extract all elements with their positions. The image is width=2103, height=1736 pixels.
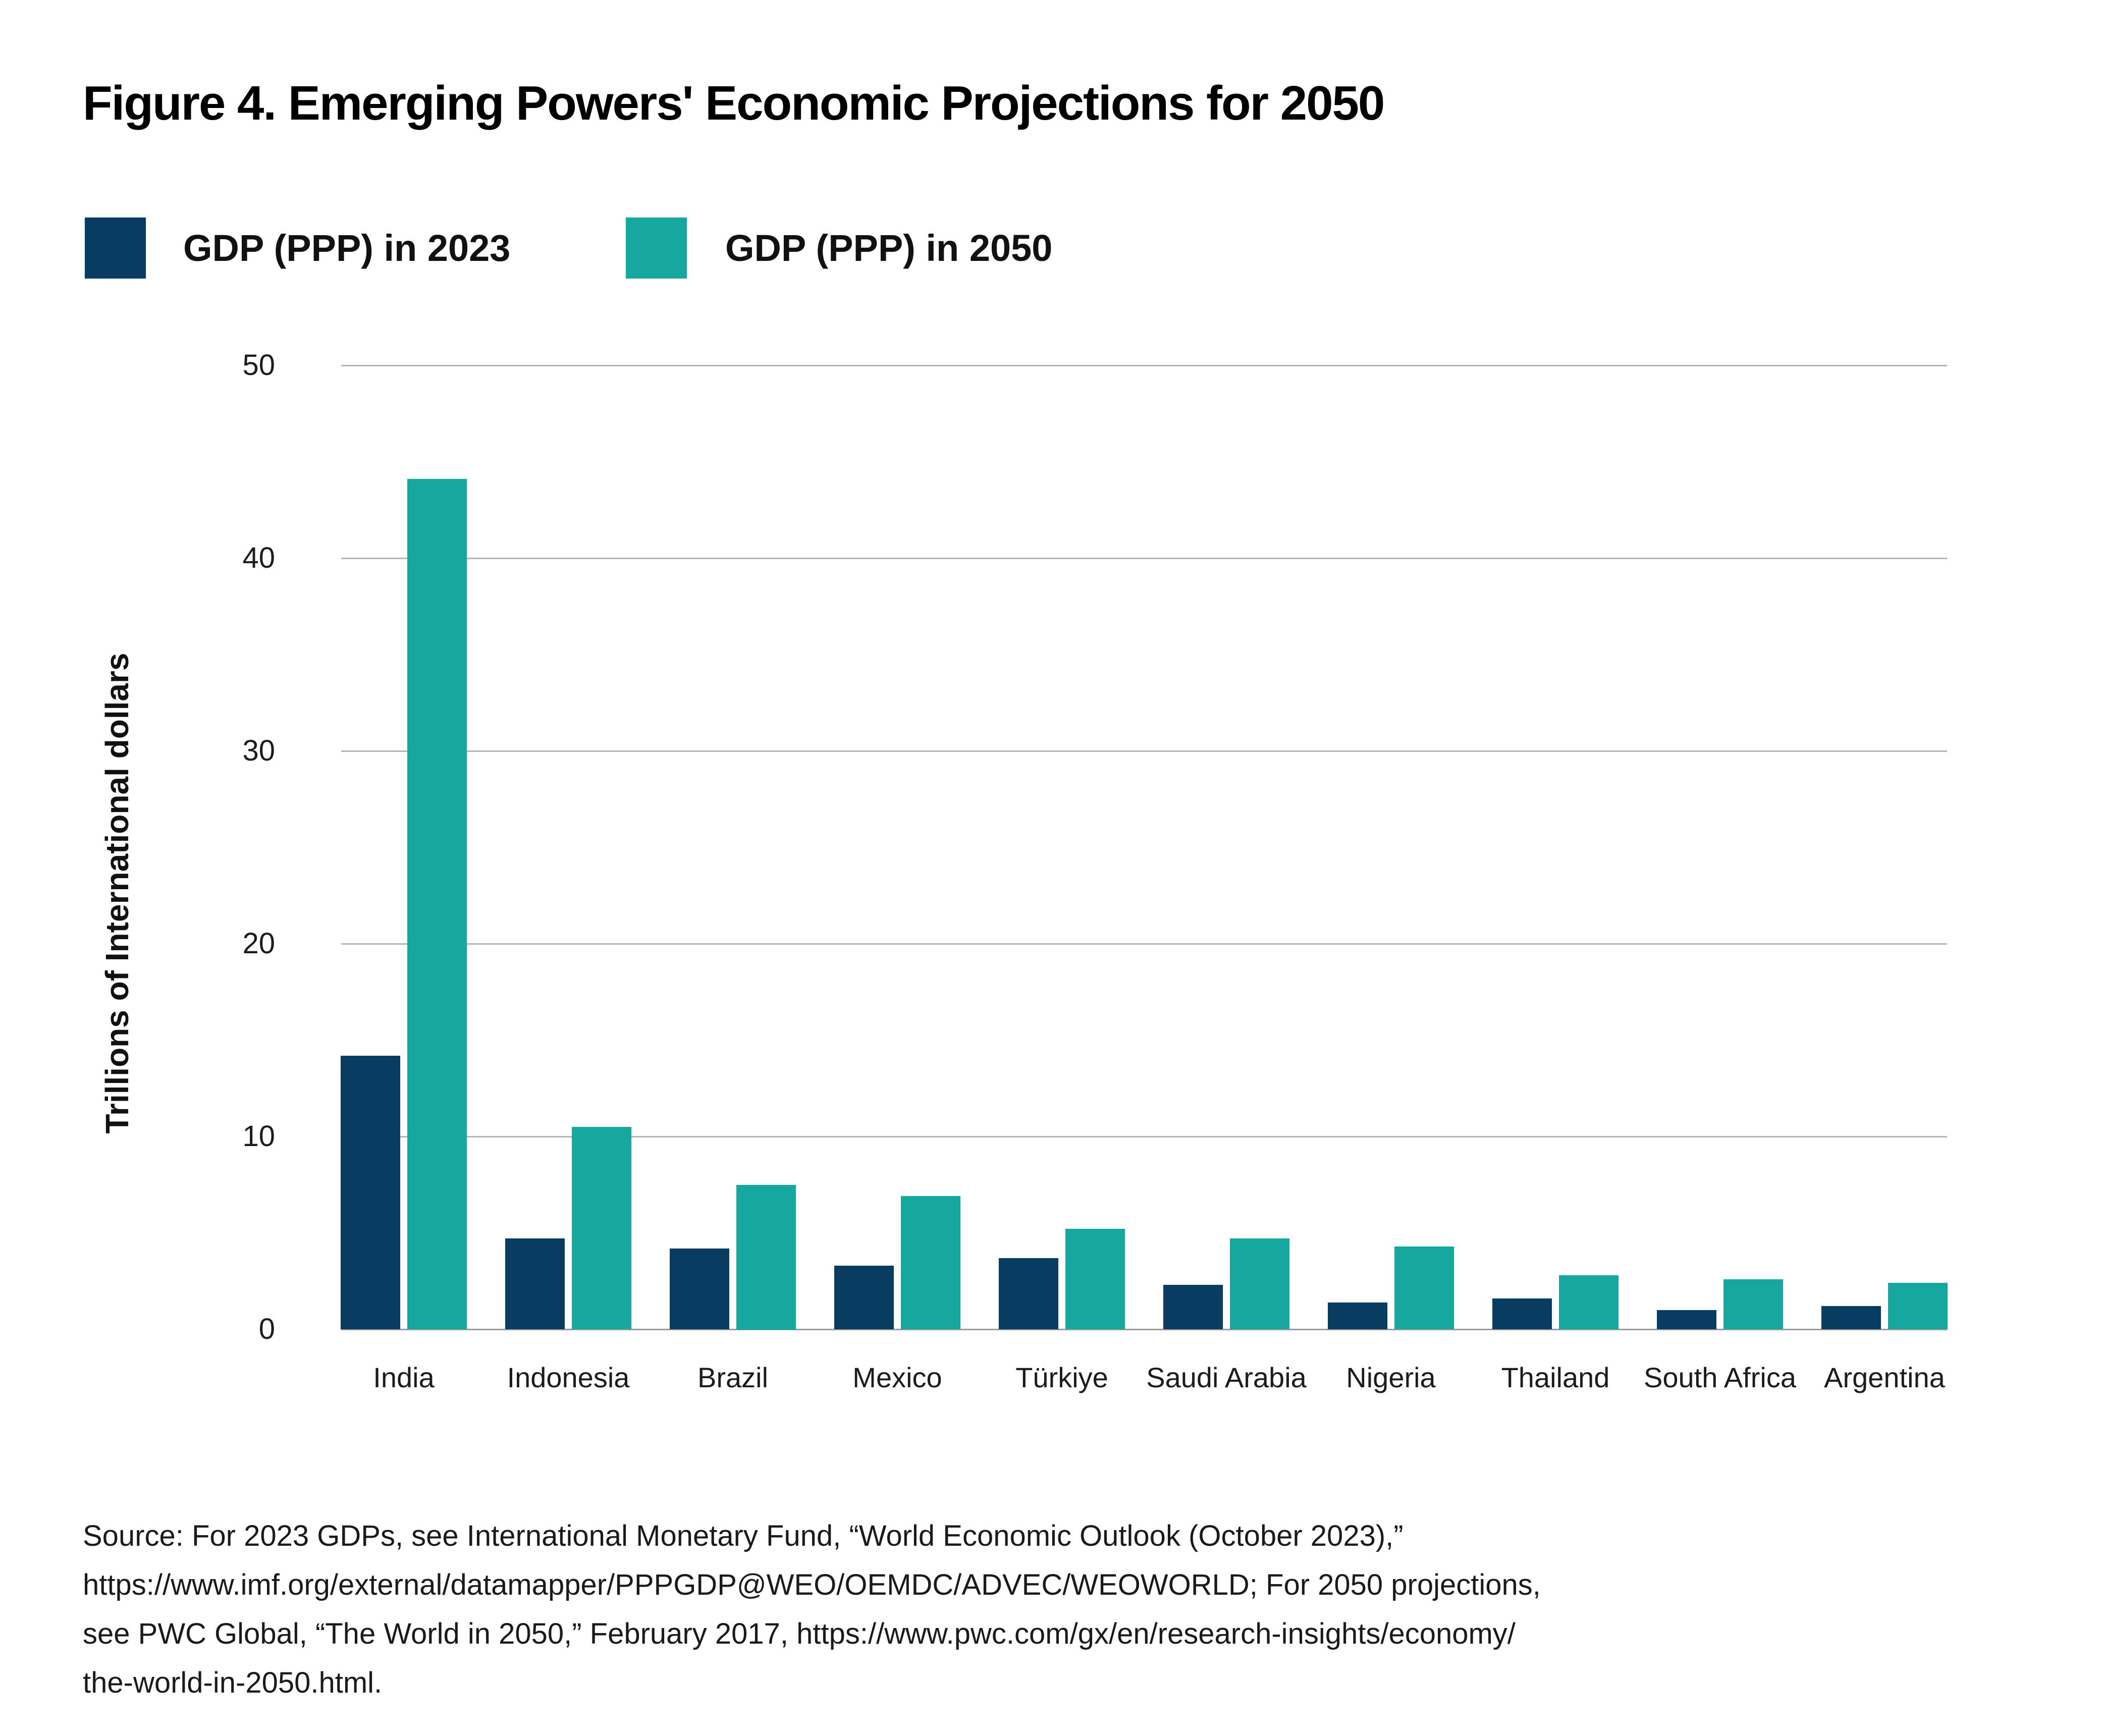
x-category-label: Türkiye — [1015, 1362, 1108, 1393]
legend-swatch-2023 — [85, 218, 146, 279]
x-category-label: Thailand — [1501, 1362, 1610, 1393]
bar-2050-thailand — [1559, 1275, 1619, 1329]
legend-label-2050: GDP (PPP) in 2050 — [725, 227, 1053, 269]
bar-2023-saudi-arabia — [1163, 1285, 1223, 1329]
bar-2023-thailand — [1492, 1298, 1552, 1329]
source-line: the-world-in-2050.html. — [83, 1666, 383, 1699]
x-category-label: Mexico — [852, 1362, 942, 1393]
source-note: Source: For 2023 GDPs, see International… — [83, 1511, 1541, 1707]
grid-line — [341, 1136, 1947, 1137]
bar-2023-indonesia — [505, 1238, 565, 1329]
bar-2023-türkiye — [999, 1258, 1058, 1329]
x-category-label: Argentina — [1824, 1362, 1945, 1393]
x-category-label: Brazil — [697, 1362, 769, 1393]
y-tick-label: 20 — [242, 927, 275, 960]
grid-line — [341, 365, 1947, 366]
x-category-label: Saudi Arabia — [1146, 1362, 1307, 1393]
bar-2023-south-africa — [1657, 1310, 1716, 1329]
y-tick-label: 40 — [242, 541, 275, 574]
bar-2023-india — [341, 1056, 400, 1329]
figure-title: Figure 4. Emerging Powers' Economic Proj… — [83, 76, 1385, 130]
bar-2050-mexico — [901, 1196, 960, 1329]
bar-2050-nigeria — [1394, 1246, 1454, 1329]
grid-line — [341, 558, 1947, 559]
bar-2050-india — [407, 479, 467, 1329]
x-category-label: Indonesia — [507, 1362, 630, 1393]
legend-swatch-2050 — [626, 218, 687, 279]
x-axis-line — [341, 1329, 1947, 1330]
legend-label-2023: GDP (PPP) in 2023 — [183, 227, 511, 269]
y-tick-label: 30 — [242, 734, 275, 767]
bar-2050-saudi-arabia — [1230, 1238, 1289, 1329]
bar-2050-türkiye — [1065, 1229, 1125, 1329]
bar-2023-brazil — [670, 1249, 729, 1329]
bar-2023-argentina — [1821, 1306, 1881, 1329]
y-tick-label: 0 — [258, 1313, 275, 1345]
bar-2023-mexico — [834, 1266, 894, 1329]
source-line: see PWC Global, “The World in 2050,” Feb… — [83, 1617, 1516, 1650]
bar-2050-indonesia — [572, 1127, 631, 1329]
grid-line — [341, 943, 1947, 945]
grid-line — [341, 750, 1947, 752]
y-axis-title: Trillions of International dollars — [99, 653, 135, 1134]
bar-2050-south-africa — [1723, 1279, 1783, 1329]
x-category-label: India — [373, 1362, 435, 1393]
source-line: Source: For 2023 GDPs, see International… — [83, 1520, 1404, 1552]
x-category-label: Nigeria — [1346, 1362, 1436, 1393]
bar-2050-brazil — [736, 1185, 796, 1330]
source-line: https://www.imf.org/external/datamapper/… — [83, 1568, 1541, 1601]
bar-2050-argentina — [1888, 1283, 1948, 1329]
y-tick-label: 50 — [242, 349, 275, 382]
bar-2023-nigeria — [1328, 1303, 1387, 1329]
x-category-label: South Africa — [1644, 1362, 1796, 1393]
y-tick-label: 10 — [242, 1120, 275, 1153]
